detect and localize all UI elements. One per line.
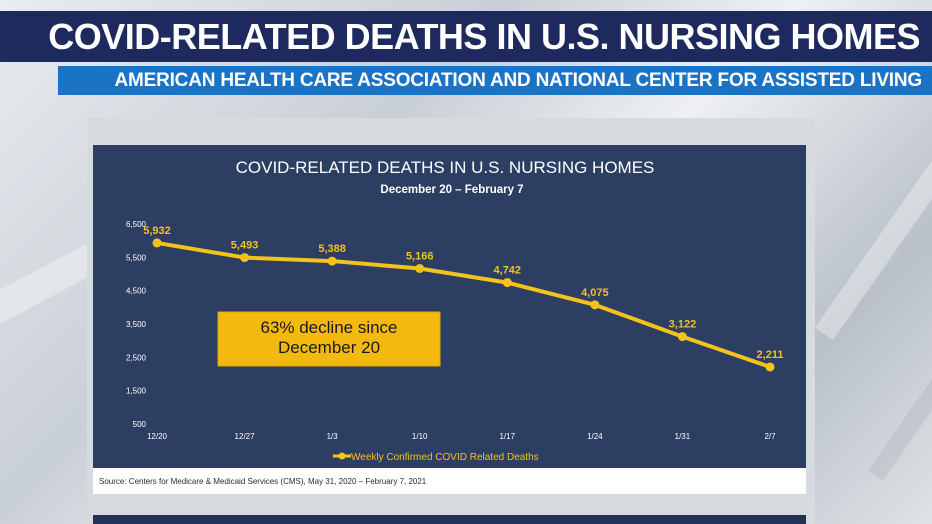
y-tick-label: 1,500 [126,387,147,396]
callout-box [217,311,441,367]
y-axis: 6,500 5,500 4,500 3,500 2,500 1,500 500 [126,220,147,429]
lower-panel [93,515,806,524]
x-tick-label: 1/3 [327,432,339,441]
x-tick-label: 2/7 [764,432,776,441]
data-point [152,238,162,248]
data-point [765,362,775,372]
x-tick-label: 1/10 [412,432,428,441]
data-point [677,332,687,342]
data-point [590,300,600,310]
series-weekly-deaths: 5,932 5,493 5,388 5,166 4,742 4,075 3,122 2,211 [143,225,783,372]
callout-text: 63% decline since [260,318,397,337]
data-point [415,263,425,273]
data-label: 2,211 [757,349,784,361]
legend-marker [338,452,346,460]
x-tick-label: 1/24 [587,432,603,441]
data-point [502,278,512,288]
data-label: 4,742 [494,265,522,277]
x-tick-label: 12/20 [147,432,168,441]
legend-label: Weekly Confirmed COVID Related Deaths [351,452,539,463]
subheadline-text: AMERICAN HEALTH CARE ASSOCIATION AND NAT… [114,69,922,91]
x-tick-label: 1/17 [499,432,515,441]
data-label: 5,493 [231,240,259,252]
data-point [240,253,250,263]
headline-banner: COVID-RELATED DEATHS IN U.S. NURSING HOM… [0,11,932,62]
y-tick-label: 500 [133,420,147,429]
callout-text: December 20 [278,338,380,357]
x-axis: 12/20 12/27 1/3 1/10 1/17 1/24 1/31 2/7 [147,432,776,441]
chart-slide [93,145,806,468]
source-bar: Source: Centers for Medicare & Medicaid … [93,468,806,494]
data-label: 5,388 [318,243,346,255]
y-tick-label: 2,500 [126,353,147,362]
x-tick-label: 1/31 [675,432,691,441]
headline-text: COVID-RELATED DEATHS IN U.S. NURSING HOM… [48,15,920,57]
series-line [156,240,771,369]
data-label: 5,932 [143,225,171,237]
data-label: 3,122 [669,319,697,331]
subheadline-banner: AMERICAN HEALTH CARE ASSOCIATION AND NAT… [58,66,932,95]
y-tick-label: 3,500 [126,320,147,329]
y-tick-label: 5,500 [126,253,147,262]
y-tick-label: 6,500 [126,220,147,229]
legend: Weekly Confirmed COVID Related Deaths [333,452,539,463]
source-text: Source: Centers for Medicare & Medicaid … [99,476,427,486]
chart-title: COVID-RELATED DEATHS IN U.S. NURSING HOM… [236,158,655,177]
chart-subtitle: December 20 – February 7 [380,184,523,196]
y-tick-label: 4,500 [126,287,147,296]
data-point [327,256,337,266]
data-label: 4,075 [581,287,609,299]
x-tick-label: 12/27 [235,432,256,441]
data-label: 5,166 [406,250,434,262]
